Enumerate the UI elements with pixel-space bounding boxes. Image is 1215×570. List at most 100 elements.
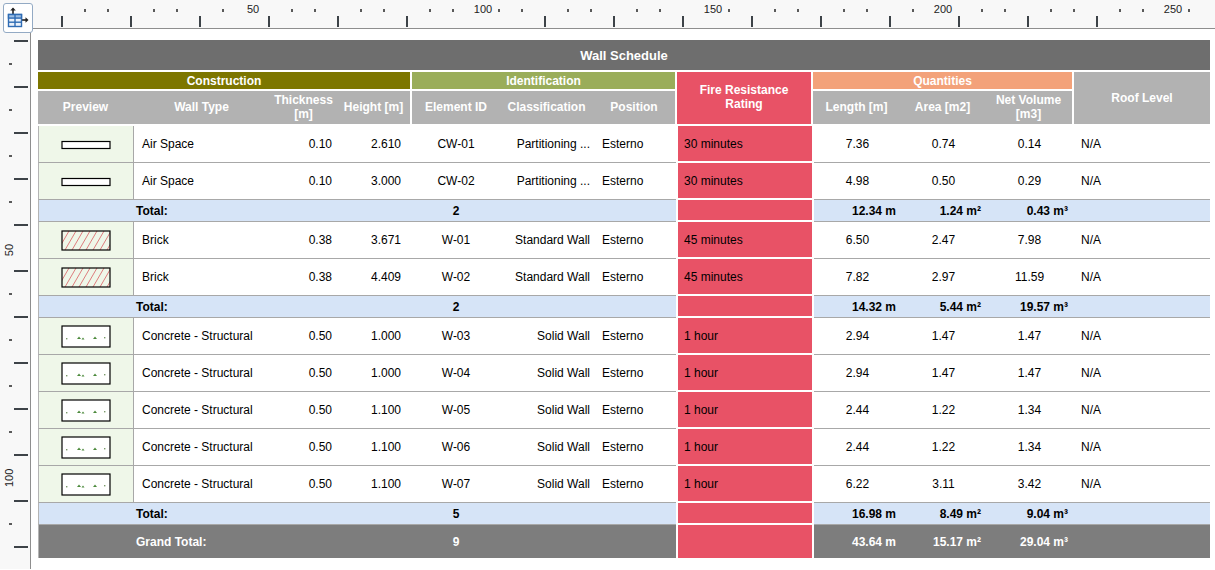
cell-area: 0.50 [901,163,986,199]
cell-classification: Partitioning ... [501,163,594,199]
table-row[interactable]: Brick0.383.671W-01Standard WallEsterno45… [38,222,1210,259]
ruler-tick [981,9,983,12]
ruler-tick [774,9,776,12]
total-area: 15.17 m² [901,525,986,558]
schedule-title: Wall Schedule [38,40,1210,70]
column-header-classification: Classification [500,91,593,124]
cell-height: 3.000 [338,163,411,199]
cell-thickness: 0.50 [271,318,338,354]
ruler-tick [866,9,868,12]
ruler-tick [9,523,12,525]
column-header-length-m: Length [m] [813,91,900,124]
total-fire-cell [676,200,814,221]
total-net-volume: 29.04 m³ [986,525,1073,558]
drawing-canvas[interactable]: Wall Schedule Construction Identificatio… [31,29,1215,570]
table-row[interactable]: Concrete - Structural0.501.000W-04Solid … [38,355,1210,392]
cell-length: 4.98 [814,163,901,199]
ruler-tick [1119,9,1121,12]
total-spacer [39,503,134,524]
total-net-volume: 9.04 m³ [986,503,1073,524]
cell-roof-level: N/A [1073,466,1211,502]
column-header-height-m: Height [m] [337,91,410,124]
cell-position: Esterno [594,163,676,199]
ruler-tick [14,270,28,272]
total-spacer [594,296,676,317]
group-construction: Construction [38,72,410,89]
cell-net-volume: 1.34 [986,429,1073,465]
table-row[interactable]: Concrete - Structural0.501.100W-07Solid … [38,466,1210,503]
cell-area: 1.22 [901,429,986,465]
cell-thickness: 0.10 [271,126,338,162]
column-header-fire-resistance-rating: Fire Resistance Rating [675,72,813,124]
ruler-tick [14,86,28,88]
cell-net-volume: 1.47 [986,355,1073,391]
ruler-tick [452,9,454,12]
wall-preview-swatch [39,318,134,354]
total-spacer [271,503,338,524]
section-total-row: Total:214.32 m5.44 m²19.57 m³ [38,296,1210,318]
cell-length: 2.94 [814,355,901,391]
ruler-tick [360,9,362,12]
app-root: { "rulers": { "top_labels": [ {"label": … [0,0,1215,570]
ruler-tick [521,9,523,12]
wall-preview-swatch [39,355,134,391]
table-row[interactable]: Concrete - Structural0.501.100W-06Solid … [38,429,1210,466]
cell-position: Esterno [594,259,676,295]
table-origin-button[interactable] [3,3,33,33]
total-spacer [338,200,411,221]
grand-total-label: Grand Total: [134,525,271,558]
ruler-tick [222,9,224,12]
cell-element-id: CW-02 [411,163,501,199]
total-spacer [594,503,676,524]
ruler-label: 200 [934,3,952,15]
ruler-tick [797,9,799,12]
cell-roof-level: N/A [1073,429,1211,465]
table-row[interactable]: Brick0.384.409W-02Standard WallEsterno45… [38,259,1210,296]
total-spacer [39,525,134,558]
cell-length: 2.44 [814,429,901,465]
cell-net-volume: 1.34 [986,392,1073,428]
cell-classification: Solid Wall [501,392,594,428]
total-fire-cell [676,296,814,317]
total-length: 43.64 m [814,525,901,558]
total-count: 9 [411,525,501,558]
wall-preview-swatch [39,429,134,465]
total-count: 2 [411,296,501,317]
cell-classification: Standard Wall [501,222,594,258]
cell-classification: Solid Wall [501,429,594,465]
cell-area: 2.97 [901,259,986,295]
cell-roof-level: N/A [1073,126,1211,162]
ruler-tick [14,546,28,548]
cell-classification: Partitioning ... [501,126,594,162]
ruler-tick [337,16,339,27]
ruler-tick [590,9,592,12]
wall-preview-swatch [39,163,134,199]
ruler-tick [383,9,385,12]
ruler-tick [1142,9,1144,12]
cell-height: 1.000 [338,318,411,354]
cell-wall-type: Air Space [134,126,271,162]
total-fire-cell [676,503,814,524]
table-row[interactable]: Concrete - Structural0.501.100W-05Solid … [38,392,1210,429]
ruler-tick [843,9,845,12]
table-row[interactable]: Air Space0.103.000CW-02Partitioning ...E… [38,163,1210,200]
cell-position: Esterno [594,126,676,162]
wall-schedule-table: Wall Schedule Construction Identificatio… [38,40,1210,558]
cell-area: 1.22 [901,392,986,428]
ruler-tick [14,500,28,502]
table-row[interactable]: Concrete - Structural0.501.000W-03Solid … [38,318,1210,355]
ruler-tick [61,16,63,27]
cell-roof-level: N/A [1073,259,1211,295]
wall-preview-swatch [39,466,134,502]
grand-total-row: Grand Total: 9 43.64 m15.17 m²29.04 m³ [38,525,1210,558]
section-total-row: Total:516.98 m8.49 m²9.04 m³ [38,503,1210,525]
column-header-element-id: Element ID [410,91,500,124]
table-row[interactable]: Air Space0.102.610CW-01Partitioning ...E… [38,126,1210,163]
total-spacer [594,200,676,221]
ruler-tick [291,9,293,12]
total-spacer [39,200,134,221]
ruler-tick [429,9,431,12]
cell-roof-level: N/A [1073,222,1211,258]
ruler-tick [9,293,12,295]
total-spacer [501,503,594,524]
